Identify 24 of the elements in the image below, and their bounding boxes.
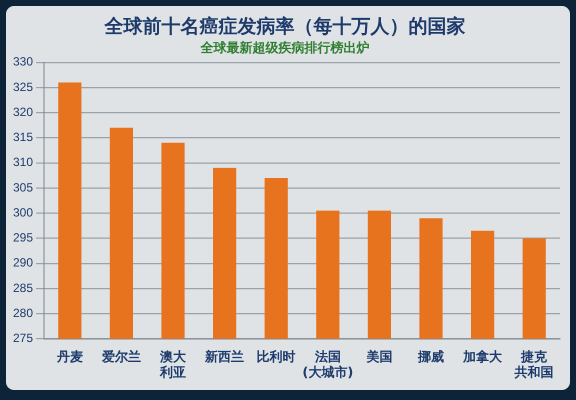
y-tick-label: 290 xyxy=(12,256,34,270)
x-tick-label: 美国 xyxy=(365,348,392,365)
x-tick-label: 新西兰 xyxy=(204,348,244,365)
x-tick-label: 加拿大 xyxy=(462,348,504,365)
y-tick-label: 295 xyxy=(12,230,34,245)
y-tick-label: 275 xyxy=(12,331,34,346)
y-tick-label: 310 xyxy=(12,155,34,170)
y-tick-label: 305 xyxy=(12,180,34,194)
x-tick-label: 挪威 xyxy=(417,348,444,365)
y-tick-label: 300 xyxy=(12,205,34,220)
x-tick-label: 比利时 xyxy=(256,348,296,365)
y-tick-label: 325 xyxy=(12,80,34,94)
y-tick-label: 285 xyxy=(12,280,34,295)
y-tick-label: 330 xyxy=(12,54,34,69)
x-tick-label: 捷克共和国 xyxy=(514,350,554,381)
x-tick-label: 法国(大城市) xyxy=(302,350,354,381)
chart-subtitle: 全球最新超级疾病排行榜出炉 xyxy=(200,40,370,56)
y-tick-label: 315 xyxy=(12,130,34,144)
chart-title: 全球前十名癌症发病率（每十万人）的国家 xyxy=(104,15,466,38)
y-tick-label: 280 xyxy=(12,306,34,320)
x-tick-label: 澳大利亚 xyxy=(159,350,188,381)
x-tick-label: 丹麦 xyxy=(56,350,83,365)
x-tick-label: 爱尔兰 xyxy=(100,348,141,365)
y-tick-label: 320 xyxy=(12,104,34,119)
